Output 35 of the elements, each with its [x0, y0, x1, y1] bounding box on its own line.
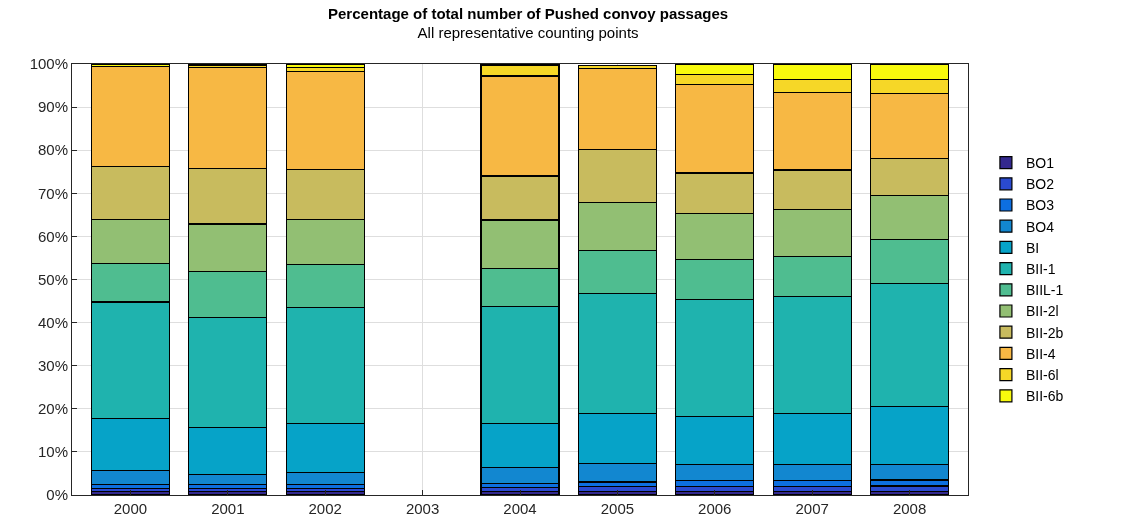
legend-label: BII-4	[1025, 345, 1056, 362]
x-tick-label: 2006	[698, 500, 732, 517]
x-tick-label: 2005	[600, 500, 635, 517]
legend-label: BII-2l	[1025, 303, 1059, 320]
legend-label: BO3	[1025, 197, 1055, 214]
y-tick-label: 40%	[37, 313, 68, 331]
legend-label: BO1	[1025, 155, 1055, 172]
chart-title: Percentage of total number of Pushed convoy passages	[328, 4, 729, 22]
x-tick-label: 2003	[405, 500, 440, 517]
x-tick-label: 2004	[503, 500, 537, 517]
x-tick-label: 2007	[795, 500, 829, 517]
y-tick-label: 80%	[37, 141, 68, 159]
y-tick-label: 20%	[37, 400, 68, 418]
legend-label: BI	[1025, 239, 1040, 256]
legend-label: BIIL-1	[1025, 282, 1064, 299]
legend-label: BII-6l	[1025, 367, 1059, 384]
bar	[577, 486, 657, 492]
legend-label: BII-6b	[1025, 388, 1064, 405]
y-tick-label: 60%	[37, 227, 68, 245]
y-tick-label: 0%	[46, 486, 68, 504]
y-tick-label: 30%	[37, 356, 68, 374]
legend-label: BII-2b	[1025, 324, 1064, 341]
y-tick-label: 50%	[37, 270, 68, 288]
y-tick-label: 90%	[37, 98, 68, 116]
x-tick-label: 2008	[892, 500, 927, 517]
chart-subtitle: All representative counting points	[417, 24, 639, 42]
legend-label: BO4	[1025, 218, 1055, 235]
x-tick-label: 2002	[308, 500, 342, 517]
y-tick-label: 10%	[37, 443, 68, 461]
legend-label: BO2	[1025, 176, 1055, 193]
y-tick-label: 100%	[29, 55, 68, 73]
y-tick-label: 70%	[37, 184, 68, 202]
x-tick-label: 2001	[211, 500, 245, 517]
x-tick-label: 2000	[113, 500, 148, 517]
legend-label: BII-1	[1025, 261, 1056, 278]
